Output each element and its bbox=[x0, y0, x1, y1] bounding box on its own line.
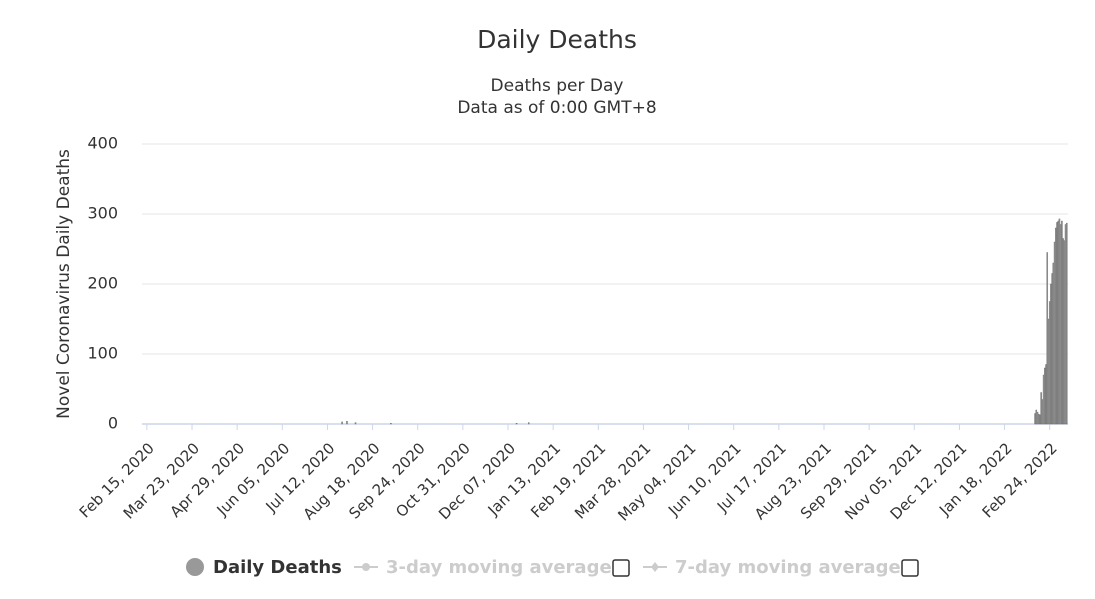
legend-label[interactable]: 7-day moving average bbox=[675, 557, 901, 578]
bar bbox=[527, 422, 530, 425]
chart-subtitle: Data as of 0:00 GMT+8 bbox=[457, 98, 656, 118]
bar bbox=[1044, 367, 1046, 425]
legend-label[interactable]: Daily Deaths bbox=[213, 557, 342, 578]
y-tick-label: 400 bbox=[87, 134, 118, 153]
legend-label[interactable]: 3-day moving average bbox=[386, 557, 612, 578]
legend-marker bbox=[362, 563, 370, 571]
y-axis-label: Novel Coronavirus Daily Deaths bbox=[54, 149, 74, 419]
chart-title: Daily Deaths bbox=[477, 25, 637, 54]
bar bbox=[1062, 238, 1064, 425]
checkbox[interactable] bbox=[612, 559, 630, 577]
bar bbox=[1055, 227, 1057, 425]
bar bbox=[1063, 240, 1066, 425]
bar bbox=[1061, 220, 1063, 425]
bar bbox=[1066, 222, 1068, 425]
y-tick-label: 200 bbox=[87, 274, 118, 293]
bar bbox=[1042, 374, 1045, 425]
chart-subtitle: Deaths per Day bbox=[491, 76, 624, 96]
bar bbox=[1056, 222, 1058, 425]
bar bbox=[1048, 301, 1051, 425]
y-tick-label: 300 bbox=[87, 204, 118, 223]
bar bbox=[1035, 409, 1038, 425]
bar bbox=[1064, 224, 1067, 425]
bar bbox=[515, 423, 518, 425]
bar bbox=[1037, 414, 1040, 425]
bar bbox=[1036, 411, 1039, 425]
bar bbox=[341, 421, 343, 425]
bar bbox=[1050, 283, 1052, 425]
bar bbox=[1051, 273, 1053, 425]
legend-marker bbox=[651, 562, 659, 572]
bar bbox=[1059, 224, 1062, 425]
bar bbox=[1040, 392, 1042, 425]
legend-marker[interactable] bbox=[186, 558, 204, 576]
bar bbox=[1039, 414, 1041, 425]
bar bbox=[1053, 241, 1056, 425]
bar bbox=[1045, 364, 1047, 425]
bar bbox=[354, 422, 357, 425]
bar bbox=[1052, 262, 1055, 425]
y-tick-label: 100 bbox=[87, 344, 118, 363]
bar bbox=[1046, 252, 1049, 425]
bar bbox=[346, 421, 348, 425]
bar bbox=[1057, 220, 1059, 425]
y-tick-label: 0 bbox=[108, 414, 118, 433]
bar bbox=[1041, 399, 1044, 425]
checkbox[interactable] bbox=[901, 559, 919, 577]
bar bbox=[1047, 318, 1050, 425]
bar bbox=[1058, 218, 1061, 425]
bar bbox=[390, 423, 392, 425]
bar bbox=[1034, 413, 1036, 425]
